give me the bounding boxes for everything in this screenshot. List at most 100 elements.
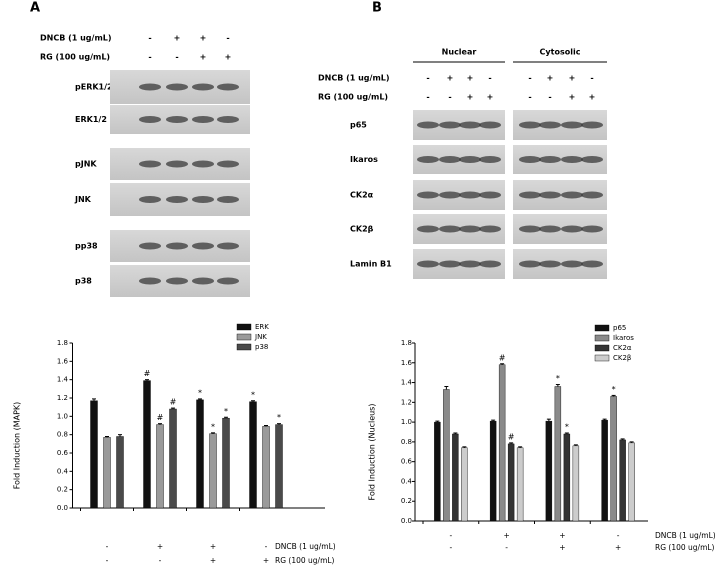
blot-band xyxy=(417,225,439,233)
blot-band xyxy=(439,121,461,129)
blot-band xyxy=(139,116,161,123)
blot-band xyxy=(581,260,603,268)
y-tick-label: 1.6 xyxy=(401,359,413,367)
treatment-sign: - xyxy=(106,556,109,565)
treatment-sign: - xyxy=(159,556,162,565)
treatment-sign: - xyxy=(106,542,109,551)
y-tick-label: 0.6 xyxy=(57,449,69,457)
blot-band xyxy=(581,156,603,163)
blot-band xyxy=(519,191,541,199)
blot-band xyxy=(519,121,541,129)
significance-marker: * xyxy=(224,407,228,416)
blot-band xyxy=(479,121,501,129)
treatment-sign: - xyxy=(528,74,531,83)
blot-band xyxy=(139,277,161,285)
blot-band xyxy=(217,116,239,123)
blot-band xyxy=(479,191,501,199)
y-tick-label: 0.8 xyxy=(401,438,412,446)
legend-label: CK2α xyxy=(613,344,632,352)
bar xyxy=(498,364,506,522)
blot-band xyxy=(459,121,481,129)
blot-band xyxy=(581,191,603,199)
legend-swatch xyxy=(594,324,610,332)
treatment-sign: + xyxy=(503,531,509,540)
blot-band xyxy=(519,225,541,233)
blot-band xyxy=(166,196,188,203)
y-tick-label: 0.0 xyxy=(57,504,68,512)
treatment-sign: + xyxy=(200,53,207,62)
treatment-sign: + xyxy=(157,542,163,551)
treatment-sign: - xyxy=(448,93,451,102)
treatment-sign: + xyxy=(174,34,181,43)
bar xyxy=(610,396,617,522)
y-tick-label: 0.6 xyxy=(401,458,413,466)
bar xyxy=(116,436,124,509)
bar xyxy=(262,426,270,509)
blot-label: pJNK xyxy=(75,160,97,169)
treatment-sign: - xyxy=(426,93,429,102)
treatment-sign: + xyxy=(210,542,216,551)
legend-swatch xyxy=(236,323,252,331)
legend-label: CK2β xyxy=(613,354,631,362)
y-axis-label: Fold Induction (Nucleus) xyxy=(368,404,377,501)
blot-band xyxy=(439,191,461,199)
blot-band xyxy=(439,156,461,163)
blot-band xyxy=(217,83,239,91)
treatment-label: DNCB (1 ug/mL) xyxy=(40,34,112,43)
bar xyxy=(249,401,257,509)
blot-band xyxy=(139,160,161,168)
bar xyxy=(545,420,553,522)
significance-marker: # xyxy=(144,369,151,378)
bar xyxy=(434,421,441,522)
blot-band xyxy=(217,160,239,168)
legend-swatch xyxy=(236,343,252,351)
y-tick-label: 1.6 xyxy=(57,357,69,365)
treatment-sign: + xyxy=(547,74,554,83)
bar xyxy=(275,424,283,509)
y-tick-label: 1.4 xyxy=(57,376,69,384)
treatment-label: DNCB (1 ug/mL) xyxy=(318,74,390,83)
treatment-sign: + xyxy=(200,34,207,43)
significance-marker: * xyxy=(556,374,560,383)
treatment-label: RG (100 ug/mL) xyxy=(318,93,388,102)
y-tick-label: 1.0 xyxy=(401,418,412,426)
treatment-sign: - xyxy=(148,53,151,62)
y-axis-label: Fold Induction (MAPK) xyxy=(13,402,22,490)
treatment-sign: - xyxy=(450,543,453,552)
legend-swatch xyxy=(236,333,252,341)
blot-band xyxy=(217,277,239,285)
bar xyxy=(103,437,111,509)
significance-marker: # xyxy=(170,398,177,407)
significance-marker: # xyxy=(499,353,506,362)
y-tick-label: 0.4 xyxy=(401,477,413,485)
blot-band xyxy=(139,242,161,250)
treatment-label: RG (100 ug/mL) xyxy=(40,53,110,62)
blot-band xyxy=(439,225,461,233)
y-tick-label: 1.0 xyxy=(57,412,68,420)
legend-label: p65 xyxy=(613,324,626,332)
blot-band xyxy=(166,277,188,285)
bar xyxy=(169,408,177,509)
treatment-sign: + xyxy=(615,543,621,552)
legend-label: p38 xyxy=(255,343,268,351)
blot-label: JNK xyxy=(74,195,92,204)
significance-marker: # xyxy=(157,413,164,422)
blot-band xyxy=(561,260,583,268)
legend-label: JNK xyxy=(254,333,267,341)
treatment-sign: + xyxy=(559,543,565,552)
y-tick-label: 0.8 xyxy=(57,431,68,439)
blot-label: CK2β xyxy=(350,225,374,234)
blot-band xyxy=(459,191,481,199)
y-tick-label: 0.0 xyxy=(401,517,412,525)
y-tick-label: 1.8 xyxy=(57,339,68,347)
treatment-sign: - xyxy=(265,542,268,551)
y-tick-label: 0.2 xyxy=(401,497,412,505)
blot-label: Lamin B1 xyxy=(350,260,392,269)
blot-band xyxy=(539,121,561,129)
blot-band xyxy=(519,260,541,268)
blot-band xyxy=(459,225,481,233)
blot-band xyxy=(519,156,541,163)
blot-band xyxy=(166,242,188,250)
bar xyxy=(572,445,580,522)
